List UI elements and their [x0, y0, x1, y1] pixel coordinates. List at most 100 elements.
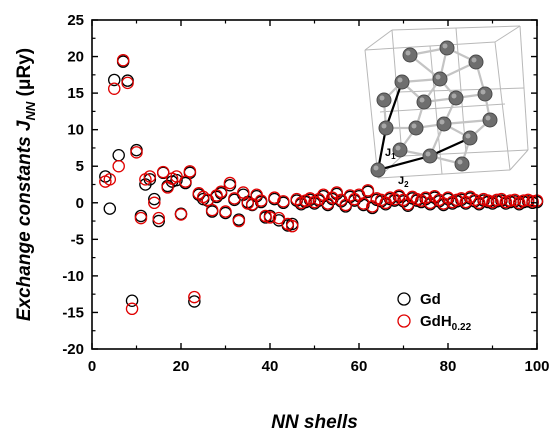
data-point — [103, 202, 117, 215]
data-point — [277, 195, 290, 208]
data-point — [108, 82, 121, 95]
data-point — [228, 192, 241, 205]
y-axis-title-unit: (μRy) — [14, 48, 35, 102]
data-point — [152, 211, 165, 225]
legend-marker-gdh — [397, 314, 411, 328]
y-axis-title-main: Exchange constants J — [14, 120, 35, 321]
inset-atom — [432, 71, 448, 87]
inset-wire — [494, 41, 511, 171]
inset-atom — [482, 112, 498, 128]
data-point — [188, 295, 201, 308]
x-tick-label: 80 — [440, 358, 457, 375]
data-point — [423, 196, 437, 210]
legend-label-gdh: GdH0.22 — [420, 313, 472, 333]
inset-wire — [377, 169, 511, 179]
inset-wire — [364, 29, 393, 51]
data-point — [214, 185, 228, 199]
data-point — [130, 146, 143, 159]
data-point — [388, 192, 401, 206]
inset-atom — [439, 40, 455, 56]
data-point — [192, 187, 206, 200]
inset-atom — [468, 54, 484, 70]
inset-atom — [477, 86, 493, 102]
legend-label-gdh-main: GdH — [420, 313, 452, 330]
inset-atom-highlight — [485, 115, 491, 121]
inset-atom-highlight — [425, 151, 431, 157]
inset-j2-label-sub: 2 — [404, 180, 409, 189]
inset-atom-highlight — [419, 97, 425, 103]
inset-atom-highlight — [395, 145, 401, 151]
inset-atom — [370, 162, 386, 178]
data-point — [210, 189, 223, 202]
legend: Gd GdH0.22 — [397, 291, 472, 333]
inset-atom — [416, 94, 432, 110]
x-axis-title: NN shells — [271, 412, 358, 433]
x-tick-label: 20 — [173, 358, 190, 375]
data-point — [156, 165, 170, 179]
data-point — [330, 186, 343, 199]
data-point — [121, 76, 134, 90]
inset-atom-highlight — [465, 133, 471, 139]
axes: -20 -15 -10 -5 0 5 10 15 20 25 0 20 40 60 80 100 — [62, 12, 549, 375]
data-point — [432, 193, 446, 207]
inset-atom — [454, 156, 470, 172]
x-tick-label: 100 — [524, 358, 549, 375]
y-tick-label: 0 — [76, 195, 84, 212]
inset-atom — [376, 92, 392, 108]
inset-atom-highlight — [411, 123, 417, 129]
inset-j2-label-main: J — [398, 175, 404, 187]
data-point — [188, 290, 201, 304]
data-point — [152, 214, 165, 228]
data-point — [103, 173, 117, 186]
inset-wire — [494, 25, 521, 43]
data-point — [361, 184, 375, 197]
inset-j2-label: J2 — [398, 175, 409, 189]
plot-frame — [91, 19, 538, 350]
inset-atom-highlight — [451, 93, 457, 99]
legend-label-gd-main: Gd — [420, 291, 441, 308]
data-point — [392, 189, 406, 202]
inset-atom-highlight — [457, 159, 463, 165]
x-tick-label: 40 — [262, 358, 279, 375]
data-point — [108, 73, 121, 87]
inset-wire — [379, 103, 506, 113]
inset-atom-highlight — [480, 89, 486, 95]
x-tick-label: 60 — [351, 358, 368, 375]
inset-atom — [402, 47, 418, 63]
data-point — [428, 189, 441, 203]
inset-wire — [391, 29, 403, 157]
legend-item-gd: Gd — [397, 291, 441, 308]
y-tick-label: 20 — [67, 49, 84, 66]
series-gdh — [99, 53, 544, 316]
data-point — [490, 193, 504, 207]
inset-j1-label: J1 — [385, 147, 396, 161]
x-tick-label: 0 — [88, 358, 96, 375]
data-marks — [99, 53, 544, 316]
inset-j1-label-sub: 1 — [391, 152, 396, 161]
data-point — [455, 192, 468, 205]
y-tick-label: 5 — [76, 158, 84, 175]
data-point — [285, 219, 299, 233]
inset-atom — [408, 120, 424, 136]
y-axis-title-subscript: NN — [23, 101, 38, 120]
inset-atom-highlight — [397, 77, 403, 83]
legend-label-gd: Gd — [420, 291, 441, 308]
inset-atom-highlight — [439, 119, 445, 125]
inset-bond — [443, 118, 491, 126]
inset-wire — [509, 149, 529, 171]
inset-atom-highlight — [442, 43, 448, 49]
data-point — [223, 176, 237, 190]
y-tick-label: -20 — [62, 341, 84, 358]
data-point — [303, 192, 317, 205]
data-point — [472, 196, 486, 210]
data-point — [219, 205, 232, 218]
inset-atom-highlight — [381, 123, 387, 129]
data-point — [143, 173, 157, 186]
data-point — [112, 149, 125, 162]
inset-atom-highlight — [471, 57, 477, 63]
data-point — [174, 208, 188, 221]
data-point — [183, 165, 197, 178]
legend-marker-gd — [397, 292, 411, 306]
data-point — [232, 214, 246, 228]
